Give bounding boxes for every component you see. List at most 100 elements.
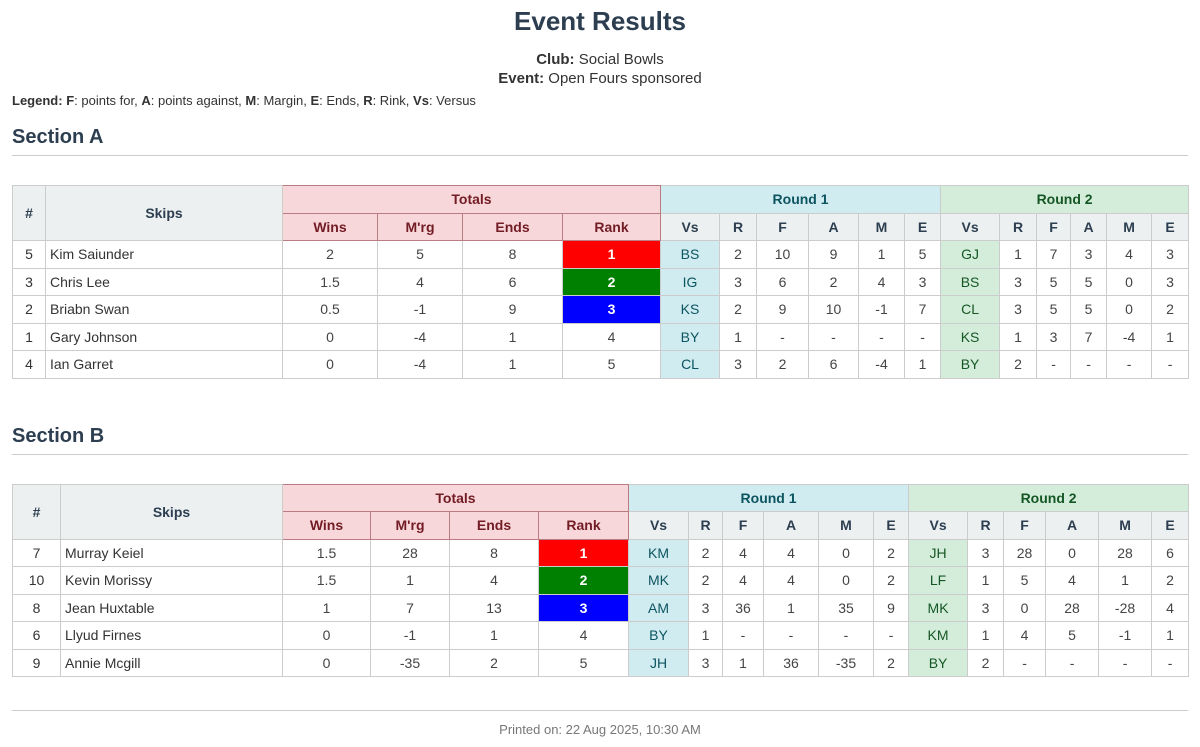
round-1-for: 6 [756, 267, 810, 296]
round-2-rink: 2 [999, 350, 1038, 379]
round-2-for: 5 [1003, 566, 1047, 595]
rank: 3 [561, 295, 662, 324]
total-wins: 1.5 [282, 538, 371, 567]
table-row: 8 Jean Huxtable 1 7 13 3 AM 3 36 1 35 9 MK 3 0 28 -28 4 [12, 593, 1190, 622]
header-round-col: E [1151, 511, 1190, 540]
header-totals: Totals [281, 483, 630, 512]
round-1-vs: BS [660, 240, 721, 269]
total-wins: 2 [282, 240, 378, 269]
round-2-ends: 6 [1151, 538, 1190, 567]
round-1-vs: JH [628, 648, 690, 677]
round-1-margin: 35 [818, 593, 875, 622]
round-1-against: 9 [808, 240, 860, 269]
page-title: Event Results [514, 6, 686, 36]
round-1-rink: 2 [688, 566, 724, 595]
header-totals-col: Ends [449, 511, 539, 540]
round-1-for: 9 [756, 295, 810, 324]
total-mrg: -1 [370, 621, 450, 650]
round-2-rink: 1 [999, 322, 1038, 351]
table-row: 6 Llyud Firnes 0 -1 1 4 BY 1- - - - KM 1 4 5 -1 1 [12, 621, 1190, 650]
total-ends: 2 [449, 648, 539, 677]
header-round-col: F [1036, 212, 1072, 241]
total-ends: 13 [449, 593, 539, 622]
round-2-ends: 4 [1151, 593, 1190, 622]
header-round-col: A [1045, 511, 1100, 540]
round-2-rink: 3 [999, 267, 1038, 296]
round-2-ends: - [1151, 648, 1190, 677]
round-2-against: 5 [1070, 267, 1108, 296]
header-round-col: Vs [628, 511, 690, 540]
table-row: 7 Murray Keiel 1.5 28 8 1 KM 2 4 4 0 2 JH 3 28 0 28 6 [12, 538, 1190, 567]
skip-number: 10 [12, 566, 61, 595]
skip-name: Murray Keiel [60, 538, 283, 567]
header-round-col: Vs [940, 212, 1001, 241]
total-ends: 8 [462, 240, 563, 269]
round-1-rink: 2 [719, 295, 758, 324]
header-round-col: A [808, 212, 860, 241]
round-1-rink: 1 [719, 322, 758, 351]
round-1-ends: 3 [904, 267, 942, 296]
round-2-ends: 2 [1151, 566, 1190, 595]
round-1-for: 4 [722, 566, 765, 595]
legend-label: Legend: [12, 93, 63, 108]
header-round-col: F [756, 212, 810, 241]
round-1-for: - [722, 621, 765, 650]
total-mrg: 28 [370, 538, 450, 567]
round-2-for: - [1003, 648, 1047, 677]
header-totals-col: Rank [537, 511, 630, 540]
round-1-rink: 3 [688, 648, 724, 677]
skip-number: 2 [12, 295, 46, 324]
skip-number: 3 [12, 267, 46, 296]
event-meta: Club: Social Bowls Event: Open Fours spo… [12, 50, 1188, 88]
skip-number: 4 [12, 350, 46, 379]
round-1-against: 4 [763, 538, 820, 567]
round-1-rink: 3 [719, 267, 758, 296]
round-2-margin: -1 [1098, 621, 1153, 650]
round-2-margin: -4 [1106, 322, 1153, 351]
club-name: Social Bowls [578, 51, 664, 68]
header-totals-col: Ends [462, 212, 563, 241]
total-ends: 6 [462, 267, 563, 296]
rank: 5 [537, 648, 630, 677]
round-1-rink: 1 [688, 621, 724, 650]
round-1-against: 10 [808, 295, 860, 324]
legend-key: R [363, 93, 373, 108]
round-2-margin: - [1106, 350, 1153, 379]
total-wins: 0 [282, 621, 371, 650]
header-round-col: Vs [908, 511, 969, 540]
skip-name: Jean Huxtable [60, 593, 283, 622]
header-skips: Skips [60, 483, 283, 540]
round-1-for: 36 [722, 593, 765, 622]
round-2-for: 4 [1003, 621, 1047, 650]
round-2-vs: CL [940, 295, 1001, 324]
round-1-for: 4 [722, 538, 765, 567]
round-2-vs: JH [908, 538, 969, 567]
round-1-margin: - [818, 621, 875, 650]
round-1-against: 36 [763, 648, 820, 677]
header-num: # [12, 185, 46, 241]
header-round-1: Round 1 [628, 483, 910, 512]
header-totals-col: M'rg [377, 212, 463, 241]
header-round-col: M [858, 212, 906, 241]
round-1-ends: - [904, 322, 942, 351]
total-mrg: 1 [370, 566, 450, 595]
total-ends: 1 [462, 322, 563, 351]
round-2-ends: 3 [1151, 267, 1190, 296]
table-row: 10 Kevin Morissy 1.5 1 4 2 MK 2 4 4 0 2 LF 1 5 4 1 2 [12, 566, 1190, 595]
round-2-margin: 0 [1106, 295, 1153, 324]
header-num: # [12, 483, 61, 540]
header-round-2: Round 2 [908, 483, 1190, 512]
section-title: Section B [12, 425, 1188, 455]
header-round-col: M [1106, 212, 1153, 241]
event-name: Open Fours sponsored [548, 70, 702, 87]
round-1-ends: 7 [904, 295, 942, 324]
legend-key: A [141, 93, 151, 108]
header-totals-col: Wins [282, 212, 378, 241]
skip-number: 6 [12, 621, 61, 650]
skip-number: 5 [12, 240, 46, 269]
header-round-col: R [688, 511, 724, 540]
legend: Legend: F: points for, A: points against… [12, 92, 1188, 110]
header-round-col: M [1098, 511, 1153, 540]
round-1-ends: - [873, 621, 910, 650]
total-mrg: 7 [370, 593, 450, 622]
